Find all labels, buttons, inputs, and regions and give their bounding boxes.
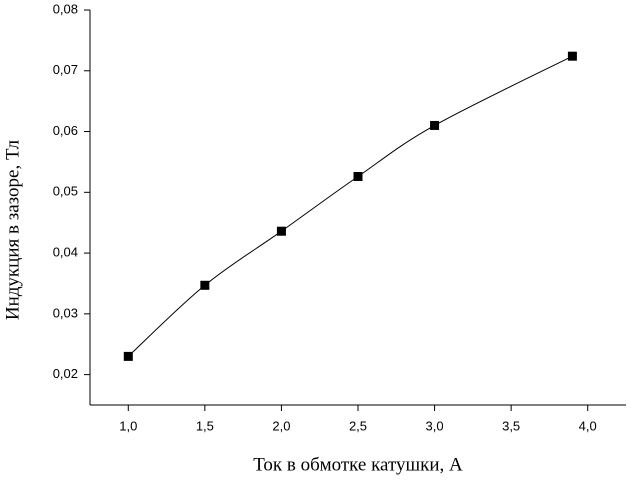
marker xyxy=(353,172,363,182)
marker xyxy=(276,226,286,236)
marker xyxy=(123,351,133,361)
y-tick-label: 0,02 xyxy=(53,366,78,381)
x-tick-label: 2,5 xyxy=(349,418,367,433)
marker xyxy=(567,51,577,61)
x-tick-label: 1,5 xyxy=(196,418,214,433)
x-tick-label: 1,0 xyxy=(119,418,137,433)
y-axis-title: Индукция в зазоре, Тл xyxy=(2,139,23,320)
y-tick-label: 0,04 xyxy=(53,245,78,260)
x-tick-label: 4,0 xyxy=(579,418,597,433)
y-tick-label: 0,06 xyxy=(53,123,78,138)
y-tick-label: 0,05 xyxy=(53,184,78,199)
x-tick-label: 3,5 xyxy=(502,418,520,433)
y-tick-label: 0,03 xyxy=(53,305,78,320)
marker xyxy=(430,120,440,130)
marker xyxy=(200,280,210,290)
series-line xyxy=(127,55,573,357)
x-tick-label: 3,0 xyxy=(426,418,444,433)
x-axis-title: Ток в обмотке катушки, А xyxy=(253,454,463,475)
y-tick-label: 0,07 xyxy=(53,62,78,77)
x-tick-label: 2,0 xyxy=(272,418,290,433)
y-tick-label: 0,08 xyxy=(53,1,78,16)
